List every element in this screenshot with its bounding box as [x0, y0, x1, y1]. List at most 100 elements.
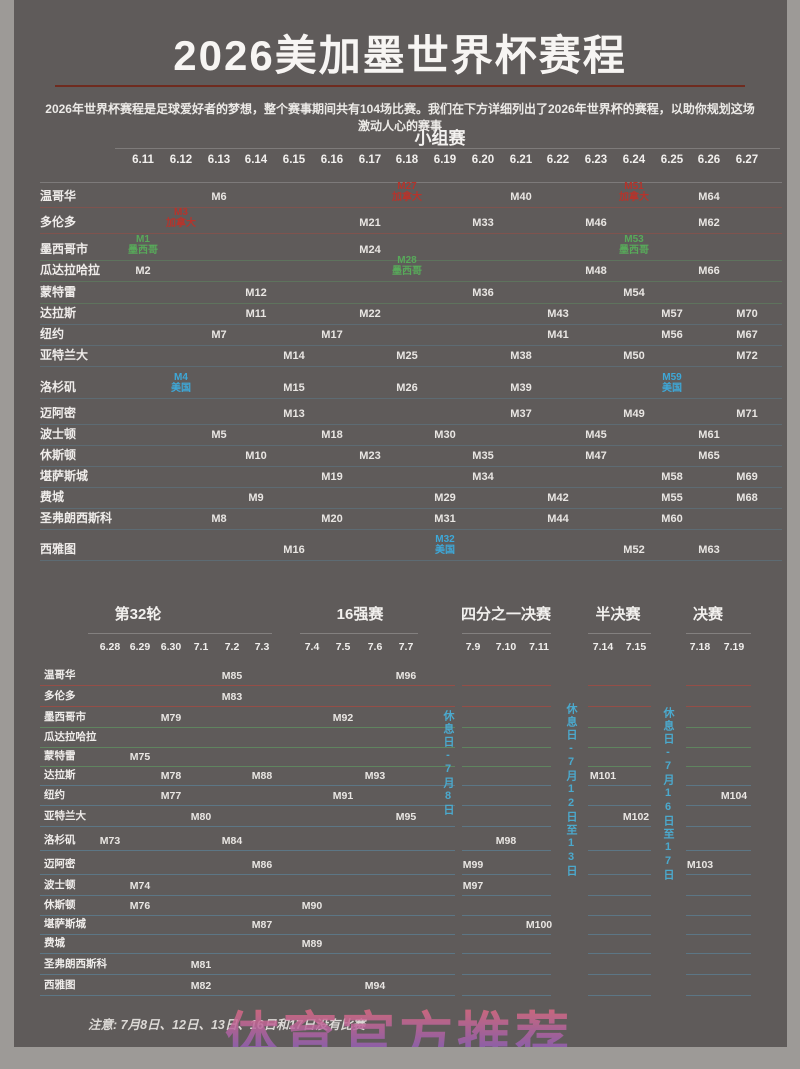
group-date-6.16: 6.16	[320, 154, 344, 166]
match-cell-m55: M55	[661, 492, 683, 504]
match-cell-m47: M47	[585, 450, 607, 462]
match-cell-m3: M3 加拿大	[153, 207, 209, 229]
city-label-温哥华: 温哥华	[40, 189, 77, 203]
match-cell-m90: M90	[301, 900, 323, 912]
match-cell-m59: M59 美国	[644, 372, 700, 394]
match-cell-m34: M34	[472, 471, 494, 483]
match-cell-m94: M94	[364, 980, 386, 992]
row-line-亚特兰大-block2	[462, 826, 551, 827]
match-cell-m84: M84	[221, 835, 243, 847]
stage-date-7.10: 7.10	[495, 641, 517, 653]
match-cell-m21: M21	[359, 217, 381, 229]
match-cell-m86: M86	[251, 859, 273, 871]
match-cell-m69: M69	[736, 471, 758, 483]
row-line-迈阿密-block3	[588, 874, 651, 875]
match-cell-m54: M54	[623, 287, 645, 299]
row-line-纽约	[40, 345, 782, 346]
match-host-country: 加拿大	[166, 218, 196, 229]
match-cell-m103: M103	[686, 859, 714, 871]
stage-date-7.4: 7.4	[304, 641, 320, 653]
match-cell-m8: M8	[211, 513, 227, 525]
row-line-堪萨斯城-block2	[462, 934, 551, 935]
row-line-圣弗朗西斯科-block4	[686, 974, 751, 975]
stage-header-underline-3	[462, 633, 551, 634]
row-line-费城-block1	[40, 953, 455, 954]
match-cell-m30: M30	[434, 429, 456, 441]
city-label-亚特兰大: 亚特兰大	[40, 348, 89, 362]
row-line-圣弗朗西斯科-block1	[40, 974, 455, 975]
stage-date-6.28: 6.28	[99, 641, 121, 653]
match-cell-m96: M96	[395, 670, 417, 682]
match-cell-m99: M99	[462, 859, 484, 871]
match-cell-m32: M32 美国	[417, 534, 473, 556]
match-cell-m89: M89	[301, 938, 323, 950]
row-line-堪萨斯城-block1	[40, 934, 455, 935]
match-cell-m51: M51 加拿大	[606, 181, 662, 203]
row-line-温哥华-block1	[40, 685, 455, 686]
row-line-墨西哥市	[40, 260, 782, 261]
city-label-休斯顿: 休斯顿	[40, 448, 77, 462]
row-line-迈阿密-block4	[686, 874, 751, 875]
match-number: M1	[136, 234, 150, 245]
group-date-6.23: 6.23	[584, 154, 608, 166]
match-cell-m31: M31	[434, 513, 456, 525]
match-cell-m95: M95	[395, 811, 417, 823]
match-cell-m19: M19	[321, 471, 343, 483]
match-number: M51	[624, 181, 644, 192]
city-label-多伦多: 多伦多	[40, 215, 77, 229]
match-cell-m82: M82	[190, 980, 212, 992]
match-cell-m66: M66	[698, 265, 720, 277]
match-cell-m15: M15	[283, 382, 305, 394]
stage-header-underline-1	[88, 633, 272, 634]
row-line-多伦多	[40, 233, 782, 234]
match-cell-m17: M17	[321, 329, 343, 341]
group-date-6.27: 6.27	[735, 154, 759, 166]
row-line-洛杉矶-block4	[686, 850, 751, 851]
match-cell-m81: M81	[190, 959, 212, 971]
row-line-瓜达拉哈拉-block2	[462, 747, 551, 748]
row-line-休斯顿-block4	[686, 915, 751, 916]
row-line-瓜达拉哈拉-block3	[588, 747, 651, 748]
match-cell-m33: M33	[472, 217, 494, 229]
city-label-圣弗朗西斯科: 圣弗朗西斯科	[40, 511, 113, 525]
row-line-多伦多-block1	[40, 706, 455, 707]
match-cell-m91: M91	[332, 790, 354, 802]
rest-day-label-3: 休息日-7月16日至17日	[662, 707, 674, 882]
match-cell-m46: M46	[585, 217, 607, 229]
row-line-洛杉矶-block1	[40, 850, 455, 851]
row-line-波士顿-block1	[40, 895, 455, 896]
row-line-波士顿-block4	[686, 895, 751, 896]
row-line-迈阿密-block1	[40, 874, 455, 875]
match-cell-m29: M29	[434, 492, 456, 504]
row-line-墨西哥市-block3	[588, 727, 651, 728]
row-line-波士顿-block2	[462, 895, 551, 896]
group-stage-dates-underline	[40, 182, 782, 183]
match-cell-m28: M28 墨西哥	[379, 255, 435, 277]
rest-day-label-2: 休息日-7月12日至13日	[565, 703, 577, 878]
row-line-波士顿-block3	[588, 895, 651, 896]
match-cell-m75: M75	[129, 751, 151, 763]
match-cell-m43: M43	[547, 308, 569, 320]
stage-header-3: 四分之一决赛	[460, 606, 551, 623]
page-edge-left	[0, 0, 14, 1069]
row-line-墨西哥市-block1	[40, 727, 455, 728]
group-date-6.21: 6.21	[509, 154, 533, 166]
group-stage-header-underline	[115, 148, 780, 149]
city-label-迈阿密: 迈阿密	[40, 406, 77, 420]
match-cell-m102: M102	[622, 811, 650, 823]
match-number: M53	[624, 234, 644, 245]
stage-date-7.19: 7.19	[723, 641, 745, 653]
city-label-多伦多: 多伦多	[44, 690, 76, 702]
row-line-墨西哥市-block4	[686, 727, 751, 728]
match-cell-m14: M14	[283, 350, 305, 362]
group-date-6.15: 6.15	[282, 154, 306, 166]
stage-date-7.11: 7.11	[529, 641, 549, 653]
row-line-瓜达拉哈拉-block1	[40, 747, 455, 748]
match-cell-m36: M36	[472, 287, 494, 299]
page-title: 2026美加墨世界杯赛程	[173, 32, 627, 79]
stage-date-7.9: 7.9	[465, 641, 481, 653]
match-cell-m104: M104	[720, 790, 748, 802]
row-line-迈阿密	[40, 424, 782, 425]
match-cell-m4: M4 美国	[153, 372, 209, 394]
row-line-圣弗朗西斯科	[40, 529, 782, 530]
